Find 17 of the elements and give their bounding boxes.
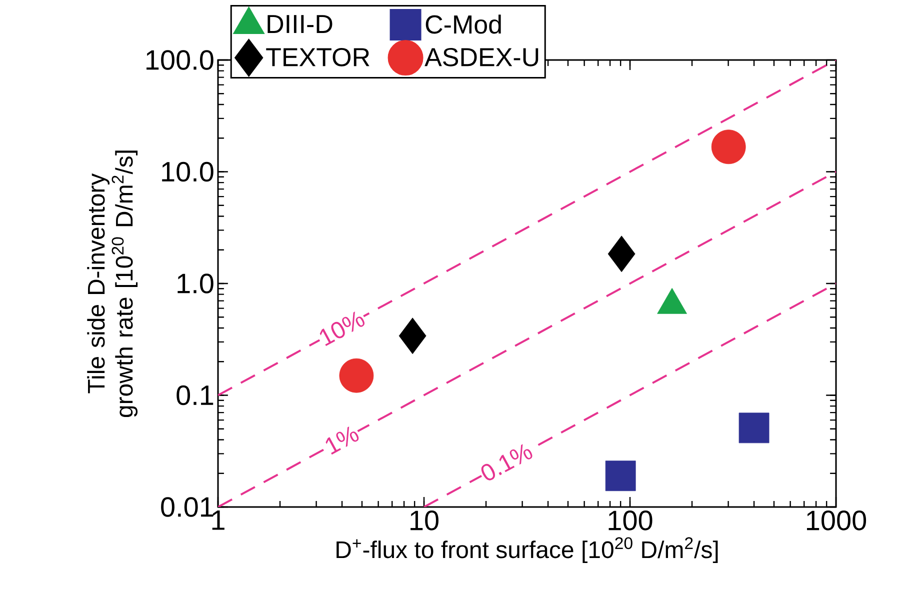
x-tick-label: 1 (212, 510, 224, 530)
x-tick-label: 100 (608, 510, 652, 530)
y-tick-label: 10.0 (162, 162, 214, 182)
y-tick-label: 100.0 (146, 50, 214, 70)
legend-label: C-Mod (426, 14, 501, 34)
x-tick-label: 10 (410, 510, 438, 530)
legend-label: TEXTOR (266, 48, 370, 66)
text: 1% (326, 426, 359, 455)
legend-label: DIII-D (268, 15, 332, 33)
legend-label: ASDEX-U (424, 48, 538, 66)
text: 0.1% (481, 444, 532, 480)
y-tick-label: 0.01 (161, 497, 214, 517)
text: 10% (320, 312, 365, 346)
y-tick-label: 0.1 (176, 385, 214, 406)
y-tick-label: 1.0 (178, 274, 214, 294)
x-tick-label: 1000 (806, 510, 866, 530)
x-axis-title: D$^{+}$-flux to front surface [10$^{20}$ D/m$^{2}$/s] (336, 537, 718, 563)
